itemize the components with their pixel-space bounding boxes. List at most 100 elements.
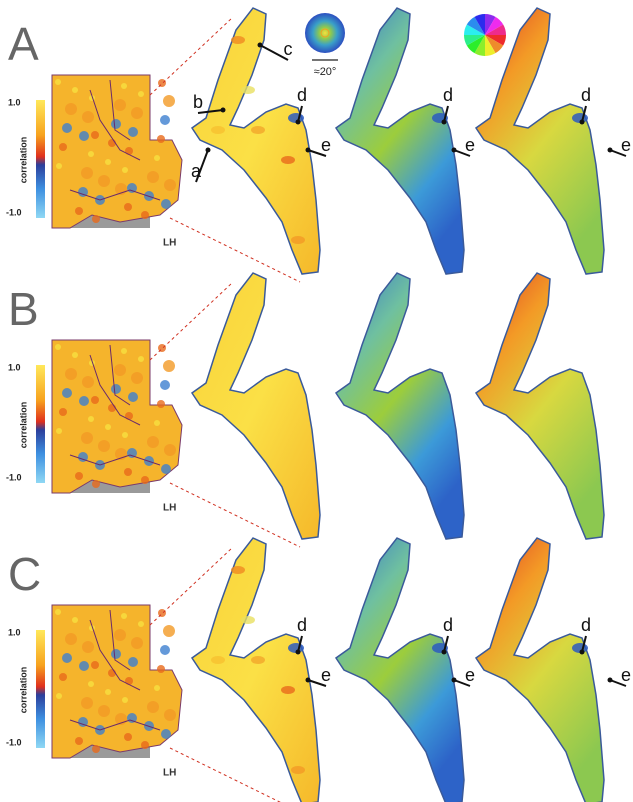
flatmap-spot — [55, 344, 61, 350]
surface-fill — [336, 8, 464, 274]
scale-label: ≈20° — [314, 66, 337, 78]
flatmap-spot — [154, 155, 160, 161]
annotation: e — [465, 135, 475, 155]
flatmap-spot — [82, 376, 94, 388]
flatmap-spot — [160, 380, 170, 390]
flatmap-spot — [124, 733, 132, 741]
flatmap-spot — [91, 661, 99, 669]
flatmap-spot — [114, 629, 126, 641]
flatmap-spot — [81, 432, 93, 444]
flatmap-spot — [114, 364, 126, 376]
surface-fill — [192, 273, 320, 539]
annotation: d — [581, 85, 591, 105]
surface-fill — [192, 8, 320, 274]
flatmap-spot — [56, 693, 62, 699]
flatmap-spot — [105, 424, 111, 430]
colorbar-min: -1.0 — [6, 737, 22, 747]
arrow-head — [608, 678, 613, 683]
annotation: e — [321, 135, 331, 155]
flatmap-spot — [98, 705, 110, 717]
colorbar-title: correlation — [18, 667, 28, 714]
surface-spot — [231, 36, 245, 44]
flatmap-spot — [75, 472, 83, 480]
flatmap-spot — [79, 131, 89, 141]
eccentricity-icon — [305, 13, 345, 53]
annotation: d — [443, 615, 453, 635]
panel-label: A — [8, 18, 39, 70]
flatmap-spot — [81, 697, 93, 709]
surface-spot — [241, 616, 255, 624]
flatmap-spot — [55, 609, 61, 615]
flatmap-spot — [163, 95, 175, 107]
flatmap-spot — [88, 681, 94, 687]
arrow-head — [580, 120, 585, 125]
panel-label: B — [8, 283, 39, 335]
flatmap-spot — [55, 79, 61, 85]
flatmap-spot — [164, 444, 176, 456]
surface — [476, 538, 604, 802]
flatmap-spot — [79, 661, 89, 671]
surface-spot — [281, 686, 295, 694]
flatmap-spot — [82, 111, 94, 123]
flatmap-spot — [147, 701, 159, 713]
flatmap-spot — [131, 637, 143, 649]
annotation: b — [193, 92, 203, 112]
colorbar-min: -1.0 — [6, 472, 22, 482]
surface-fill — [476, 273, 604, 539]
surface-spot — [291, 236, 305, 244]
flatmap-spot — [147, 171, 159, 183]
annotation: d — [297, 85, 307, 105]
flatmap-spot — [88, 416, 94, 422]
figure: ≈20° ALH1.0-1.0correlationabcdededeBLH1.… — [0, 0, 633, 802]
flatmap-spot — [75, 737, 83, 745]
arrow-head — [306, 678, 311, 683]
surface-fill — [476, 538, 604, 802]
flatmap-spot — [160, 645, 170, 655]
surface-spot — [241, 86, 255, 94]
flatmap-spot — [81, 167, 93, 179]
colorbar-max: 1.0 — [8, 362, 21, 372]
flatmap-spot — [65, 633, 77, 645]
colorbar — [36, 630, 45, 748]
surface — [336, 273, 464, 539]
hemisphere-label: LH — [163, 503, 176, 514]
flatmap-spot — [65, 368, 77, 380]
flatmap-spot — [164, 179, 176, 191]
surface-spot — [211, 656, 225, 664]
surface-spot — [291, 766, 305, 774]
annotation: a — [191, 161, 202, 181]
flatmap-spot — [75, 207, 83, 215]
flatmap-spot — [141, 741, 149, 749]
flatmap-spot — [62, 653, 72, 663]
flatmap-spot — [138, 621, 144, 627]
arrow-head — [452, 678, 457, 683]
colorbar — [36, 100, 45, 218]
flatmap-spot — [111, 119, 121, 129]
annotation: d — [297, 615, 307, 635]
surface — [336, 538, 464, 802]
flatmap-spot — [163, 360, 175, 372]
surface-spot — [211, 126, 225, 134]
arrow-head — [206, 148, 211, 153]
polar-angle-icon — [464, 14, 506, 56]
flatmap-spot — [56, 163, 62, 169]
flatmap-spot — [125, 677, 133, 685]
flatmap-spot — [147, 436, 159, 448]
flatmap-spot — [59, 408, 67, 416]
flatmap-spot — [59, 143, 67, 151]
flatmap-spot — [164, 709, 176, 721]
connector — [170, 748, 300, 802]
flatmap-spot — [72, 617, 78, 623]
colorbar-title: correlation — [18, 137, 28, 184]
arrow-head — [296, 650, 301, 655]
surface-spot — [231, 566, 245, 574]
surface — [476, 273, 604, 539]
surface — [192, 273, 320, 539]
flatmap-spot — [92, 745, 100, 753]
flatmap-spot — [128, 127, 138, 137]
surface-spot — [281, 156, 295, 164]
flatmap-spot — [91, 396, 99, 404]
connector — [170, 218, 300, 282]
flatmap-spot — [105, 689, 111, 695]
